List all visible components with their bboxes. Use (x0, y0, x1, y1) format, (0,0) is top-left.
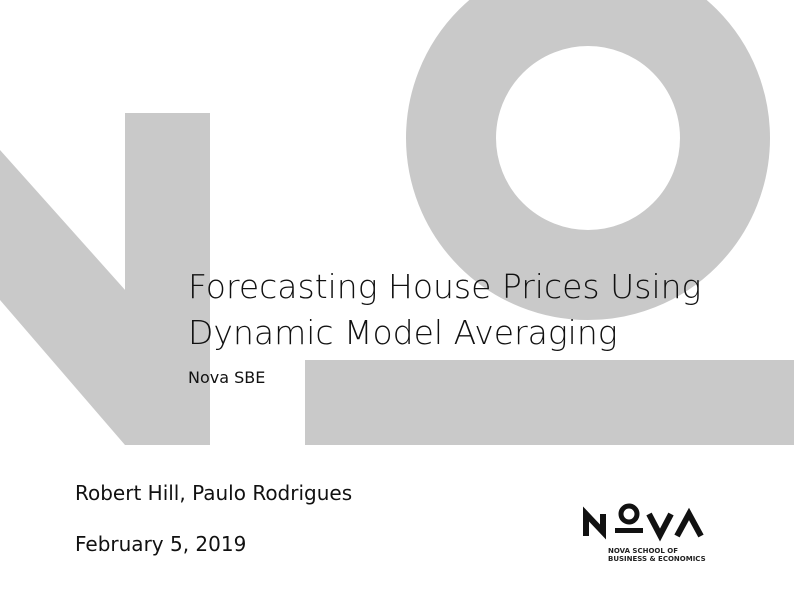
logo-caption: NOVA SCHOOL OF BUSINESS & ECONOMICS (608, 547, 706, 563)
authors: Robert Hill, Paulo Rodrigues (75, 481, 353, 505)
nova-logo (583, 503, 704, 542)
date: February 5, 2019 (75, 532, 247, 556)
watermark-o-ring (406, 0, 770, 320)
watermark-n-stem (125, 113, 210, 445)
logo-caption-line-1: NOVA SCHOOL OF (608, 547, 678, 555)
title-line-1: Forecasting House Prices Using (188, 267, 702, 306)
institute: Nova SBE (188, 368, 266, 387)
watermark-bar (305, 360, 794, 445)
logo-caption-line-2: BUSINESS & ECONOMICS (608, 555, 706, 563)
title-line-2: Dynamic Model Averaging (188, 313, 618, 352)
slide-title: Forecasting House Prices Using Dynamic M… (188, 264, 701, 356)
